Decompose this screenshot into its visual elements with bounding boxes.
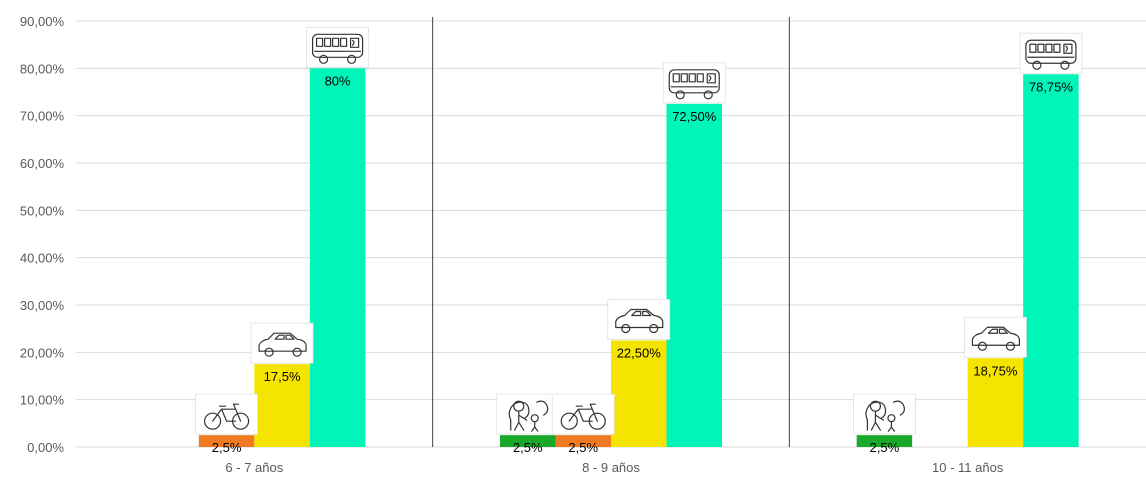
x-tick-label: 8 - 9 años	[582, 460, 640, 475]
y-tick-label: 40,00%	[20, 251, 65, 266]
bar-icons	[195, 26, 1083, 435]
data-labels: 2,5% 17,5% 80% 2,5% 2,5% 22,50% 72,50% 2,5% 18,7…	[212, 73, 1074, 455]
x-axis-ticks: 6 - 7 años 8 - 9 años 10 - 11 años	[225, 460, 1003, 475]
x-tick-label: 6 - 7 años	[225, 460, 283, 475]
y-tick-label: 10,00%	[20, 393, 65, 408]
data-label: 2,5%	[870, 440, 900, 455]
data-label: 2,5%	[513, 440, 543, 455]
data-label: 2,5%	[568, 440, 598, 455]
bus-icon	[662, 62, 726, 104]
data-label: 78,75%	[1029, 79, 1074, 94]
category-separators	[432, 17, 790, 447]
bar	[611, 340, 667, 447]
data-label: 72,50%	[672, 109, 717, 124]
bar	[967, 358, 1024, 447]
y-tick-label: 0,00%	[27, 440, 64, 455]
data-label: 2,5%	[212, 440, 242, 455]
data-label: 80%	[325, 73, 351, 88]
bar	[666, 103, 722, 447]
y-tick-label: 60,00%	[20, 156, 65, 171]
car-icon	[607, 299, 671, 340]
walking-icon	[853, 393, 916, 435]
y-tick-label: 30,00%	[20, 298, 65, 313]
bar	[500, 435, 556, 447]
bus-icon	[1019, 32, 1083, 74]
bicycle-icon	[551, 393, 615, 435]
bar	[1023, 74, 1079, 447]
y-tick-label: 50,00%	[20, 203, 65, 218]
data-label: 17,5%	[264, 369, 301, 384]
y-axis-ticks: 0,00% 10,00% 20,00% 30,00% 40,00% 50,00% 60,00…	[20, 14, 65, 455]
bus-icon	[306, 26, 369, 68]
y-tick-label: 90,00%	[20, 14, 65, 29]
car-icon	[250, 322, 314, 364]
bar	[309, 68, 366, 447]
data-label: 18,75%	[973, 363, 1018, 378]
bicycle-icon	[195, 393, 258, 435]
x-tick-label: 10 - 11 años	[932, 460, 1004, 475]
bar	[198, 435, 255, 447]
car-icon	[964, 316, 1027, 358]
y-tick-label: 20,00%	[20, 345, 65, 360]
y-tick-label: 80,00%	[20, 61, 65, 76]
bars	[198, 68, 1079, 447]
walking-icon	[496, 393, 560, 435]
bar	[856, 435, 913, 447]
data-label: 22,50%	[617, 346, 662, 361]
bar	[555, 435, 611, 447]
bar	[254, 364, 310, 447]
y-tick-label: 70,00%	[20, 109, 65, 124]
